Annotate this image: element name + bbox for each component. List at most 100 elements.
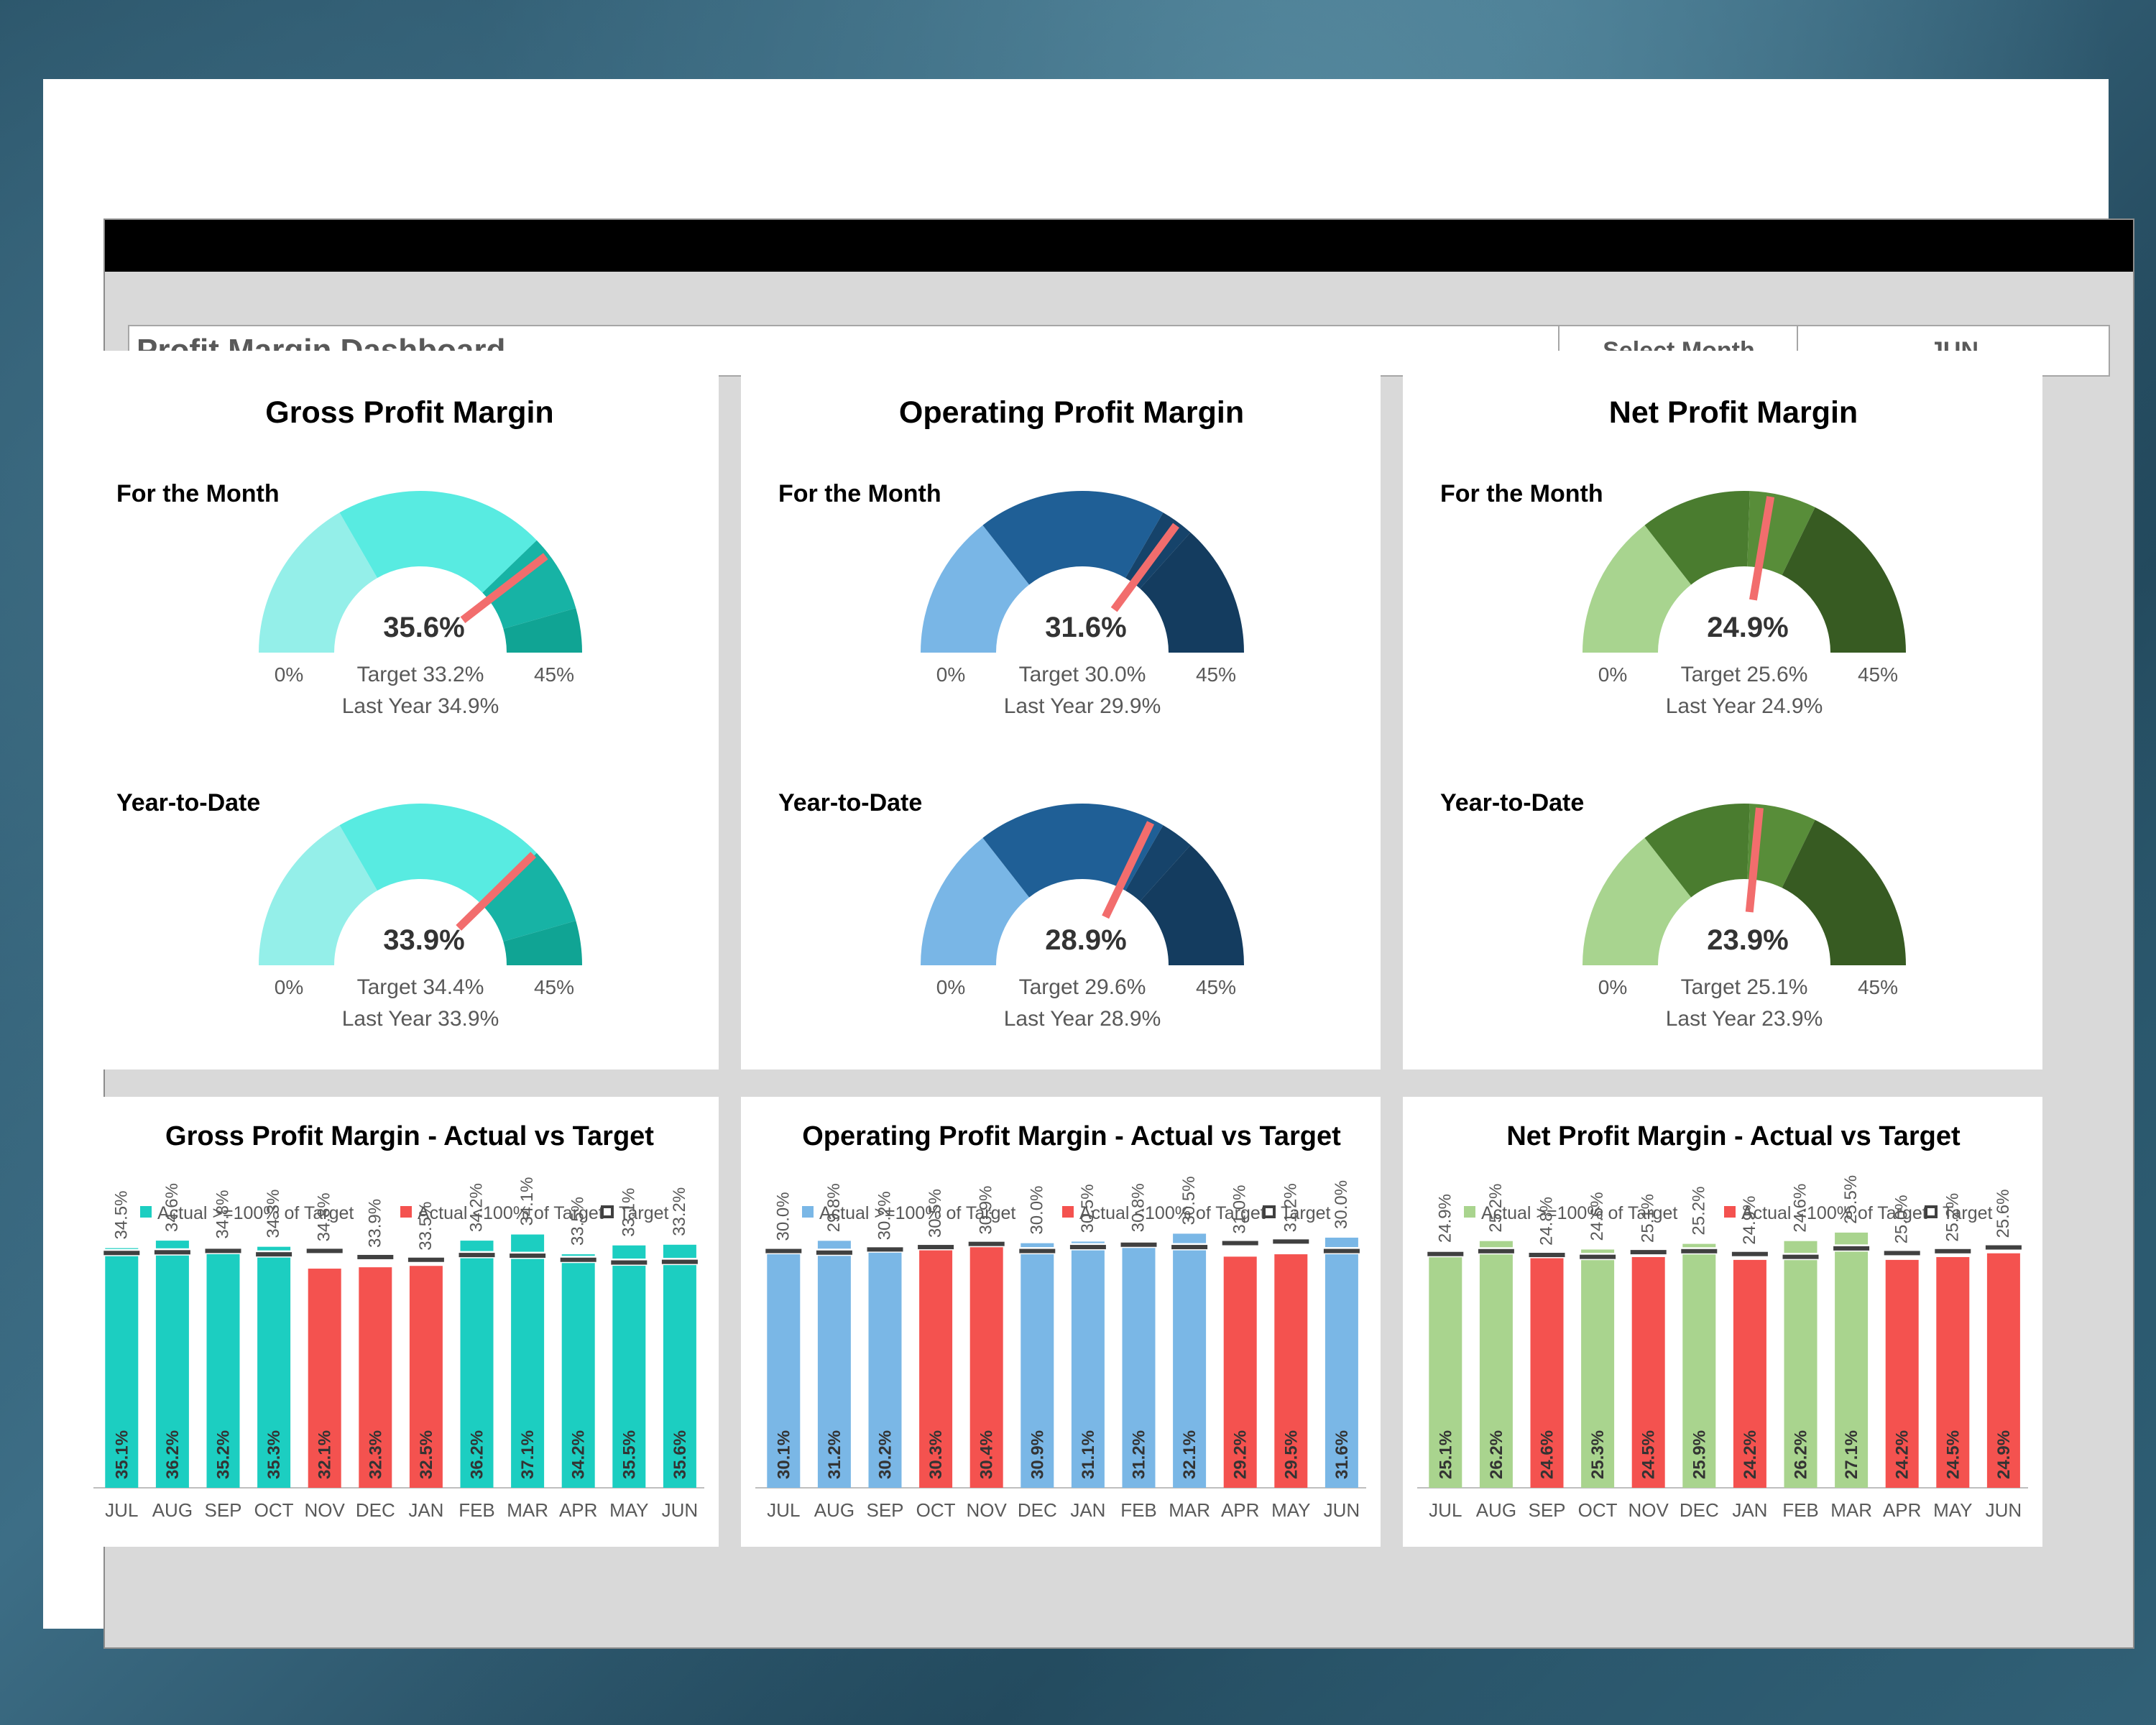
gauge-title: Net Profit Margin — [1609, 395, 1858, 430]
bar-actual-apr — [1223, 1256, 1257, 1488]
gauge-month-target: Target 25.6% — [1681, 663, 1808, 686]
legend-swatch-ok — [802, 1206, 814, 1218]
target-marker-feb — [459, 1253, 495, 1258]
bar-actual-dec — [1682, 1243, 1716, 1488]
x-tick-label: APR — [1883, 1499, 1921, 1521]
actual-label: 36.2% — [163, 1430, 183, 1479]
bar-actual-apr — [1885, 1259, 1919, 1488]
gauge-panel-gross: Gross Profit Margin For the Month Year-to-… — [79, 351, 719, 1070]
x-tick-label: AUG — [1476, 1499, 1516, 1521]
target-marker-dec — [1681, 1248, 1718, 1254]
target-label: 30.5% — [1179, 1176, 1199, 1225]
legend-label-target: Target — [1281, 1203, 1331, 1223]
bar-actual-oct — [257, 1246, 291, 1488]
legend-swatch-target — [1263, 1205, 1276, 1218]
target-marker-nov — [306, 1248, 343, 1254]
legend-label-ok: Actual >=100% of Target — [819, 1203, 1015, 1223]
target-label: 25.0% — [1892, 1195, 1912, 1243]
gauge-title: Operating Profit Margin — [899, 395, 1244, 430]
bar-actual-may — [612, 1245, 646, 1488]
target-label: 33.2% — [670, 1187, 689, 1236]
gauge-ytd-min-label: 0% — [936, 976, 965, 998]
actual-label: 24.6% — [1538, 1430, 1557, 1479]
x-tick-label: AUG — [152, 1499, 193, 1521]
legend-label-ok: Actual >=100% of Target — [1481, 1203, 1677, 1223]
target-label: 34.3% — [264, 1190, 283, 1238]
bar-actual-jan — [1733, 1259, 1766, 1488]
gauge-ytd-value: 28.9% — [1045, 924, 1126, 956]
bar-actual-aug — [1479, 1241, 1513, 1488]
legend-swatch-ok — [1464, 1206, 1475, 1218]
bar-actual-jan — [409, 1266, 443, 1488]
bar-actual-mar — [1835, 1232, 1869, 1488]
target-label: 34.5% — [111, 1190, 131, 1239]
target-label: 25.5% — [1841, 1175, 1861, 1224]
target-marker-apr — [560, 1257, 596, 1262]
actual-label: 35.5% — [619, 1430, 639, 1479]
legend-swatch-target — [1925, 1205, 1938, 1218]
target-marker-jan — [1731, 1251, 1768, 1256]
bar-actual-dec — [1021, 1243, 1054, 1488]
gauge-month-band-2 — [1644, 491, 1750, 585]
target-label: 31.0% — [1230, 1184, 1250, 1233]
actual-label: 32.5% — [417, 1430, 436, 1479]
gauge-month-needle — [1749, 496, 1775, 601]
bar-actual-mar — [511, 1234, 545, 1488]
target-marker-aug — [154, 1250, 190, 1255]
actual-label: 24.5% — [1639, 1430, 1659, 1479]
gauge-ytd-band-1 — [259, 825, 377, 965]
target-label: 30.9% — [977, 1186, 996, 1235]
target-marker-aug — [816, 1250, 852, 1255]
actual-label: 35.2% — [214, 1430, 234, 1479]
x-tick-label: DEC — [1680, 1499, 1719, 1521]
bar-actual-nov — [1631, 1256, 1665, 1488]
legend-swatch-ok — [140, 1206, 152, 1218]
bar-actual-oct — [1581, 1249, 1615, 1488]
gauge-ytd-target: Target 25.1% — [1681, 975, 1808, 999]
gauge-month-needle — [460, 553, 548, 623]
gauge-month-max-label: 45% — [1196, 663, 1236, 686]
target-marker-apr — [1222, 1241, 1258, 1246]
bar-actual-jun — [663, 1244, 696, 1488]
x-tick-label: APR — [1221, 1499, 1259, 1521]
target-label: 34.2% — [467, 1183, 487, 1232]
header-bar — [105, 220, 2133, 272]
chart-title: Operating Profit Margin - Actual vs Targ… — [802, 1121, 1341, 1151]
chart-legend: Actual >=100% of Target Actual <100% of T… — [140, 1203, 669, 1223]
target-marker-jul — [103, 1251, 140, 1256]
target-label: 24.8% — [1537, 1197, 1557, 1246]
target-label: 30.2% — [875, 1191, 895, 1240]
chart-title: Gross Profit Margin - Actual vs Target — [165, 1121, 654, 1151]
bar-actual-sep — [1530, 1256, 1564, 1488]
actual-label: 30.3% — [926, 1430, 946, 1479]
gauge-ytd-max-label: 45% — [1858, 976, 1898, 998]
gauge-month-target: Target 30.0% — [1019, 663, 1146, 686]
x-tick-label: JUL — [105, 1499, 138, 1521]
gauge-ytd-last-year: Last Year 23.9% — [1666, 1007, 1823, 1031]
gauge-ytd-min-label: 0% — [275, 976, 303, 998]
target-label: 24.6% — [1588, 1192, 1607, 1241]
target-marker-oct — [918, 1245, 954, 1250]
target-label: 33.9% — [365, 1199, 384, 1248]
target-label: 34.6% — [162, 1183, 182, 1232]
gauge-month-min-label: 0% — [1598, 663, 1627, 686]
gauge-month-band-2 — [982, 491, 1164, 585]
section-label-ytd: Year-to-Date — [116, 789, 260, 816]
bar-actual-feb — [1122, 1241, 1156, 1488]
x-tick-label: OCT — [916, 1499, 956, 1521]
x-tick-label: JUN — [662, 1499, 699, 1521]
gauge-month-last-year: Last Year 24.9% — [1666, 694, 1823, 718]
actual-label: 25.1% — [1436, 1430, 1455, 1479]
legend-label-below: Actual <100% of Target — [418, 1203, 604, 1223]
gauge-ytd-last-year: Last Year 33.9% — [342, 1007, 499, 1031]
gauge-month-band-4 — [1782, 507, 1906, 653]
actual-label: 29.2% — [1231, 1430, 1250, 1479]
bar-actual-apr — [561, 1254, 595, 1488]
gauge-month-needle — [1110, 523, 1179, 612]
target-label: 24.9% — [1435, 1194, 1455, 1243]
actual-label: 25.3% — [1588, 1430, 1608, 1479]
actual-label: 31.1% — [1079, 1430, 1098, 1479]
target-marker-may — [1935, 1248, 1971, 1254]
x-tick-label: MAR — [1169, 1499, 1210, 1521]
x-tick-label: JAN — [1732, 1499, 1767, 1521]
